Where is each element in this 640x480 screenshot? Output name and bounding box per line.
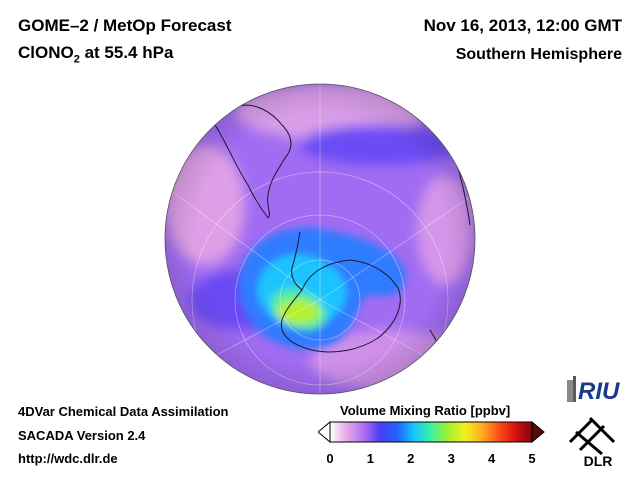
footer-line-2: SACADA Version 2.4 <box>18 428 146 443</box>
title-line-1: GOME–2 / MetOp Forecast <box>18 16 232 35</box>
dlr-logo-text: DLR <box>584 453 613 469</box>
colorbar <box>318 420 545 444</box>
title-line-2: ClONO2 at 55.4 hPa <box>18 43 173 65</box>
footer-url: http://wdc.dlr.de <box>18 451 118 466</box>
colorbar-max-arrow <box>531 420 545 444</box>
species-suffix: at 55.4 hPa <box>79 43 174 62</box>
footer-line-1: 4DVar Chemical Data Assimilation <box>18 404 229 419</box>
colorbar-tick-label: 0 <box>326 451 334 466</box>
forecast-date: Nov 16, 2013, 12:00 GMT <box>423 16 622 35</box>
hemisphere-label: Southern Hemisphere <box>455 46 622 63</box>
riu-logo: RIU <box>567 376 620 405</box>
colorbar-min-arrow <box>318 420 331 444</box>
riu-logo-text: RIU <box>578 378 620 405</box>
species-subscript: 2 <box>73 53 80 66</box>
colorbar-tick-label: 2 <box>407 451 415 466</box>
colorbar-gradient <box>329 421 533 443</box>
globe-outline <box>164 83 476 395</box>
colorbar-tick-label: 1 <box>366 451 374 466</box>
colorbar-title: Volume Mixing Ratio [ppbv] <box>340 403 511 418</box>
colorbar-tick-label: 3 <box>447 451 455 466</box>
colorbar-tick-label: 4 <box>487 451 496 466</box>
colorbar-tick-label: 5 <box>528 451 536 466</box>
species-prefix: ClONO <box>18 43 74 62</box>
dlr-logo: DLR <box>568 416 616 469</box>
